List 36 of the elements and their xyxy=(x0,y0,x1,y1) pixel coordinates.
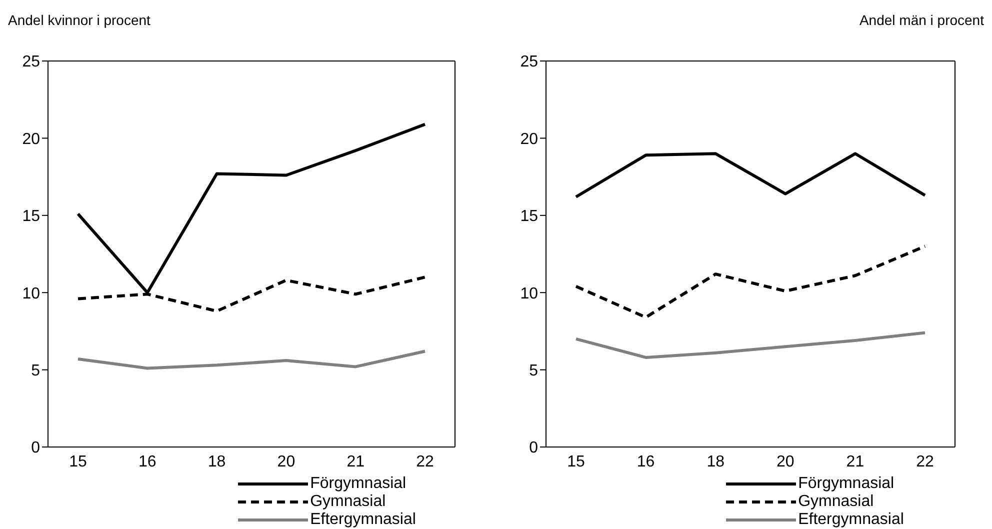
legend-label: Förgymnasial xyxy=(310,475,406,493)
legend-label: Förgymnasial xyxy=(798,475,894,493)
x-tick-label: 20 xyxy=(776,453,794,470)
y-tick-label: 15 xyxy=(520,208,538,226)
line-series xyxy=(76,350,426,370)
x-tick-label: 18 xyxy=(208,453,226,470)
y-axis-title: Andel kvinnor i procent xyxy=(8,12,150,28)
y-tick-label: 5 xyxy=(31,362,40,380)
legend-label: Eftergymnasial xyxy=(310,511,416,529)
y-tick-label: 0 xyxy=(529,440,538,457)
y-tick-label: 20 xyxy=(22,130,40,148)
legend-label: Gymnasial xyxy=(798,493,874,511)
y-tick-label: 10 xyxy=(520,285,538,302)
y-tick-label: 15 xyxy=(22,208,40,226)
x-tick-label: 15 xyxy=(69,453,87,470)
x-tick-label: 18 xyxy=(706,453,725,470)
x-tick-label: 15 xyxy=(567,453,585,470)
legend-label: Eftergymnasial xyxy=(798,511,904,529)
y-tick-label: 5 xyxy=(529,362,538,380)
line-series xyxy=(574,152,926,198)
x-tick-label: 20 xyxy=(277,453,296,470)
y-axis-title: Andel män i procent xyxy=(859,12,984,28)
y-tick-label: 25 xyxy=(22,54,40,71)
line-series xyxy=(574,331,926,359)
x-tick-label: 21 xyxy=(846,453,864,470)
y-tick-label: 0 xyxy=(31,440,40,457)
x-tick-label: 21 xyxy=(346,453,365,470)
y-tick-label: 20 xyxy=(520,130,538,148)
x-tick-label: 22 xyxy=(916,453,934,470)
y-tick-label: 10 xyxy=(22,285,40,302)
legend-label: Gymnasial xyxy=(310,493,386,511)
x-tick-label: 16 xyxy=(636,453,655,470)
line-series xyxy=(574,244,926,319)
y-tick-label: 25 xyxy=(520,54,538,71)
x-tick-label: 22 xyxy=(416,453,434,470)
x-tick-label: 16 xyxy=(138,453,156,470)
